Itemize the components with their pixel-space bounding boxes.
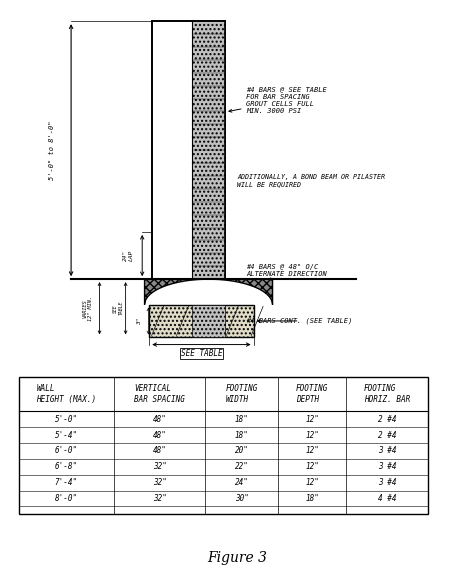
Text: 12": 12" [305, 447, 319, 455]
Text: VERTICAL
BAR SPACING: VERTICAL BAR SPACING [134, 384, 185, 404]
Text: 32": 32" [153, 462, 166, 471]
Bar [192, 21, 225, 279]
Text: 18": 18" [235, 415, 248, 424]
Text: 22": 22" [235, 462, 248, 471]
Text: 32": 32" [153, 494, 166, 503]
Text: 24"
LAP: 24" LAP [123, 250, 134, 261]
Text: 3 #4: 3 #4 [378, 478, 396, 487]
Text: 24": 24" [235, 478, 248, 487]
Text: 3 #4: 3 #4 [378, 447, 396, 455]
Text: FOOTING
WIDTH: FOOTING WIDTH [225, 384, 258, 404]
Bar [192, 305, 225, 338]
Bar [192, 21, 225, 279]
Text: 20": 20" [235, 447, 248, 455]
Text: 8'-0": 8'-0" [55, 494, 78, 503]
Text: 5'-0": 5'-0" [55, 415, 78, 424]
Text: #4 BARS @ 48" O/C
ALTERNATE DIRECTION: #4 BARS @ 48" O/C ALTERNATE DIRECTION [246, 264, 327, 281]
Text: 7'-4": 7'-4" [55, 478, 78, 487]
Text: 12": 12" [305, 462, 319, 471]
Text: Figure 3: Figure 3 [207, 551, 267, 564]
Polygon shape [145, 279, 273, 305]
Text: 6'-8": 6'-8" [55, 462, 78, 471]
Text: #4 BARS @ SEE TABLE
FOR BAR SPACING
GROUT CELLS FULL
MIN. 3000 PSI: #4 BARS @ SEE TABLE FOR BAR SPACING GROU… [229, 87, 327, 114]
Text: 5'-4": 5'-4" [55, 431, 78, 440]
Text: 48": 48" [153, 431, 166, 440]
Text: 48": 48" [153, 415, 166, 424]
Text: 12": 12" [305, 415, 319, 424]
Text: 18": 18" [235, 431, 248, 440]
Text: 2 #4: 2 #4 [378, 431, 396, 440]
Bar [152, 21, 225, 279]
Text: 48": 48" [153, 447, 166, 455]
Text: 30": 30" [235, 494, 248, 503]
Text: WALL
HEIGHT (MAX.): WALL HEIGHT (MAX.) [36, 384, 96, 404]
Text: 5'-0" to 8'-0": 5'-0" to 8'-0" [49, 121, 55, 180]
Text: FOOTING
HORIZ. BAR: FOOTING HORIZ. BAR [364, 384, 410, 404]
Text: 12": 12" [305, 431, 319, 440]
Text: 2 #4: 2 #4 [378, 415, 396, 424]
Text: VARIES
12" MIN.: VARIES 12" MIN. [82, 296, 93, 321]
Bar [149, 305, 254, 338]
Text: ADDITIONALLY, A BOND BEAM OR PILASTER
WILL BE REQUIRED: ADDITIONALLY, A BOND BEAM OR PILASTER WI… [237, 174, 385, 187]
Text: #4 BARS CONT. (SEE TABLE): #4 BARS CONT. (SEE TABLE) [246, 318, 353, 324]
Text: 4 #4: 4 #4 [378, 494, 396, 503]
Text: SEE TABLE: SEE TABLE [181, 349, 222, 358]
Text: 12": 12" [305, 478, 319, 487]
Bar [18, 377, 428, 515]
Text: 32": 32" [153, 478, 166, 487]
Text: 18": 18" [305, 494, 319, 503]
Text: FOOTING
DEPTH: FOOTING DEPTH [296, 384, 328, 404]
Text: SEE
TABLE: SEE TABLE [113, 301, 124, 315]
Text: 3 #4: 3 #4 [378, 462, 396, 471]
Bar [149, 305, 254, 338]
Text: 3": 3" [137, 317, 142, 325]
Text: 6'-0": 6'-0" [55, 447, 78, 455]
